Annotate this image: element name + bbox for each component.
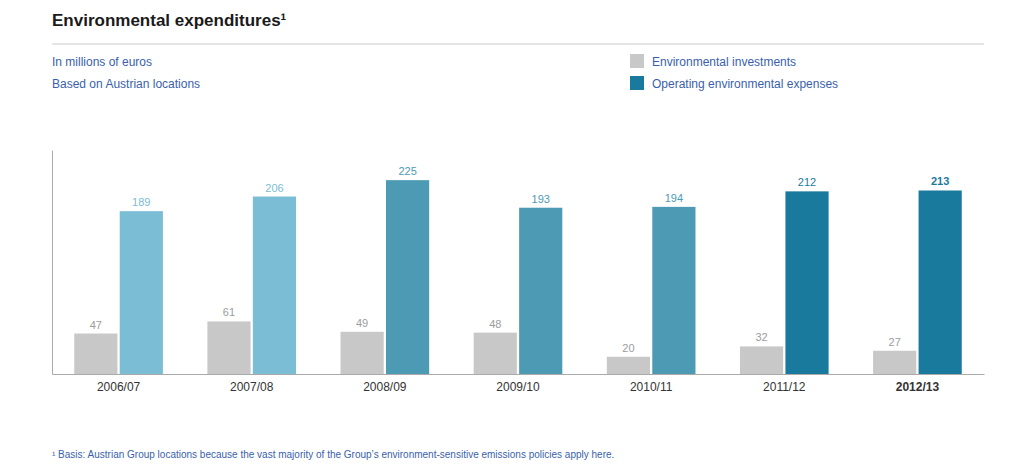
bar bbox=[919, 190, 962, 374]
bar bbox=[740, 346, 783, 374]
separator bbox=[52, 44, 984, 45]
x-tick: 2006/07 bbox=[97, 374, 141, 394]
data-label: 27 bbox=[889, 336, 901, 348]
x-tick: 2011/12 bbox=[763, 374, 806, 394]
bar bbox=[519, 208, 562, 374]
x-axis-line bbox=[53, 374, 985, 375]
bar bbox=[207, 321, 250, 374]
data-label: 189 bbox=[132, 196, 150, 208]
data-label: 225 bbox=[398, 165, 416, 177]
x-tick-label: 2006/07 bbox=[97, 380, 141, 394]
legend-swatch bbox=[630, 54, 644, 68]
data-label: 193 bbox=[532, 193, 550, 205]
data-label: 48 bbox=[489, 318, 501, 330]
x-tick: 2008/09 bbox=[363, 374, 407, 394]
legend: Environmental investments Operating envir… bbox=[630, 54, 838, 91]
x-tick: 2009/10 bbox=[496, 374, 540, 394]
data-label: 206 bbox=[265, 182, 283, 194]
x-tick: 2007/08 bbox=[230, 374, 274, 394]
x-tick-label: 2010/11 bbox=[630, 380, 673, 394]
legend-label: Environmental investments bbox=[652, 55, 796, 69]
data-label: 213 bbox=[931, 175, 949, 187]
x-tick-label: 2012/13 bbox=[896, 380, 940, 394]
plot: 47 61 49 48 20 32 27 189 206 225 193 194 212 213 2006/… bbox=[53, 151, 985, 394]
data-label: 47 bbox=[90, 319, 102, 331]
bar bbox=[785, 191, 828, 374]
data-label: 20 bbox=[622, 342, 634, 354]
y-axis bbox=[52, 151, 53, 375]
footnote: ¹ Basis: Austrian Group locations becaus… bbox=[52, 449, 614, 460]
bar bbox=[474, 333, 517, 374]
bar bbox=[341, 332, 384, 374]
bar bbox=[74, 334, 117, 374]
x-tick: 2012/13 bbox=[896, 374, 940, 394]
legend-label: Operating environmental expenses bbox=[652, 77, 838, 91]
legend-item: Environmental investments bbox=[630, 54, 796, 69]
bar bbox=[120, 211, 163, 374]
subtitle: Based on Austrian locations bbox=[52, 77, 200, 91]
subtitle: In millions of euros bbox=[52, 55, 152, 69]
chart: Environmental expenditures¹ In millions o… bbox=[0, 0, 1024, 468]
bar bbox=[873, 351, 916, 374]
x-tick: 2010/11 bbox=[630, 374, 673, 394]
bar bbox=[607, 357, 650, 374]
legend-swatch bbox=[630, 76, 644, 90]
bars bbox=[74, 180, 962, 374]
data-labels: 47 61 49 48 20 32 27 189 206 225 193 194 212 213 bbox=[90, 165, 950, 354]
data-label: 194 bbox=[665, 192, 683, 204]
data-label: 212 bbox=[798, 176, 816, 188]
data-label: 61 bbox=[223, 306, 235, 318]
data-label: 49 bbox=[356, 317, 368, 329]
bar bbox=[386, 180, 429, 374]
x-tick-label: 2008/09 bbox=[363, 380, 407, 394]
legend-item: Operating environmental expenses bbox=[630, 76, 838, 91]
x-axis: 2006/07 2007/08 2008/09 2009/10 2010/11 2011/… bbox=[53, 374, 985, 394]
x-tick-label: 2009/10 bbox=[496, 380, 540, 394]
title: Environmental expenditures¹ bbox=[52, 11, 287, 30]
x-tick-label: 2011/12 bbox=[763, 380, 806, 394]
bar bbox=[253, 197, 296, 374]
y-axis-line bbox=[52, 151, 53, 375]
data-label: 32 bbox=[755, 331, 767, 343]
bar bbox=[652, 207, 695, 374]
x-tick-label: 2007/08 bbox=[230, 380, 274, 394]
